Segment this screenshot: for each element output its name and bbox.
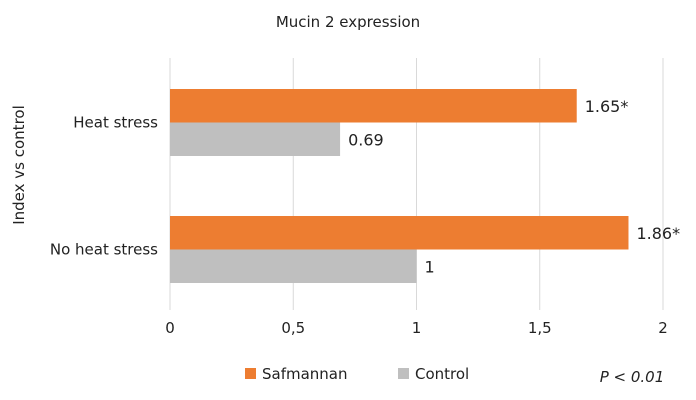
bar-control [170, 249, 417, 283]
x-tick-label: 0 [165, 319, 175, 337]
y-axis-label: Index vs control [10, 105, 28, 225]
chart-title: Mucin 2 expression [276, 13, 420, 31]
legend-swatch-control [398, 368, 409, 379]
bar-safmannan [170, 89, 577, 123]
legend-label: Safmannan [262, 365, 348, 383]
x-tick-label: 2 [658, 319, 668, 337]
legend-swatch-safmannan [245, 368, 256, 379]
legend-label: Control [415, 365, 469, 383]
p-value-annotation: P < 0.01 [600, 368, 665, 386]
data-label: 1 [425, 257, 435, 276]
data-label: 1.65* [585, 97, 629, 116]
data-label: 0.69 [348, 130, 384, 149]
category-label: No heat stress [50, 241, 158, 259]
x-tick-label: 1,5 [528, 319, 552, 337]
data-label: 1.86* [636, 224, 680, 243]
category-label: Heat stress [73, 114, 158, 132]
x-tick-label: 0,5 [281, 319, 305, 337]
bar-safmannan [170, 216, 629, 250]
x-tick-label: 1 [412, 319, 422, 337]
bar-control [170, 122, 341, 156]
